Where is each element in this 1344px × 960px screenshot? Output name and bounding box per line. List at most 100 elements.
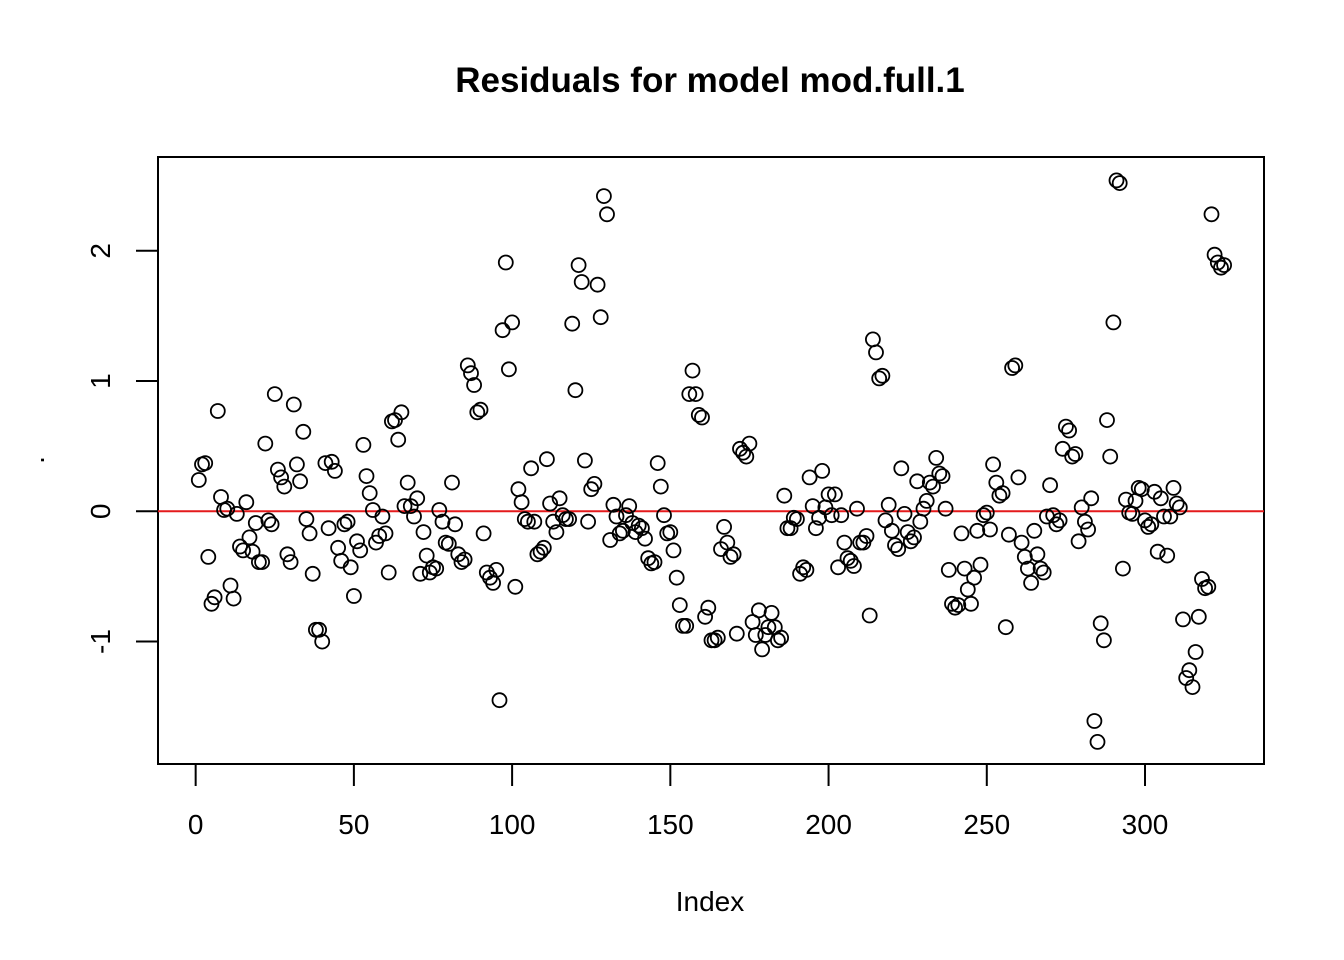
data-point — [295, 423, 312, 440]
data-point — [751, 602, 767, 619]
data-point — [463, 365, 479, 382]
data-point — [662, 524, 679, 540]
x-tick-label: 300 — [1122, 809, 1169, 840]
data-point — [1165, 479, 1182, 496]
data-point — [909, 473, 926, 490]
data-point — [1080, 521, 1096, 538]
data-point — [1175, 611, 1191, 628]
data-point — [355, 436, 372, 453]
data-point — [374, 508, 391, 525]
data-point — [615, 522, 631, 539]
data-point — [709, 629, 726, 646]
data-point — [266, 386, 283, 403]
data-point — [997, 619, 1014, 636]
data-point — [940, 562, 957, 578]
x-tick-label: 100 — [489, 809, 536, 840]
x-tick-label: 150 — [647, 809, 694, 840]
data-point — [469, 404, 486, 421]
data-point — [456, 551, 473, 568]
y-tick-label: 2 — [85, 243, 116, 259]
data-point — [399, 474, 416, 491]
data-point — [1026, 522, 1043, 539]
data-point — [453, 554, 470, 570]
data-point — [263, 516, 280, 533]
data-point — [1099, 412, 1115, 429]
data-point — [1203, 206, 1220, 223]
data-point — [1048, 516, 1065, 533]
data-point — [396, 498, 413, 515]
data-point — [1111, 175, 1128, 192]
data-point — [789, 511, 805, 527]
data-point — [722, 549, 739, 565]
data-point — [697, 608, 713, 625]
x-axis-label: Index — [676, 886, 745, 917]
data-point — [716, 519, 732, 535]
data-point — [763, 605, 780, 621]
data-point — [1159, 547, 1176, 564]
data-point — [225, 590, 242, 607]
data-point — [801, 469, 818, 486]
data-point — [279, 546, 296, 563]
data-point — [966, 569, 982, 586]
x-axis: 0 50 100 150 200 250 300 — [188, 763, 1169, 840]
data-point — [513, 494, 530, 511]
data-point — [861, 607, 878, 624]
data-point — [937, 500, 954, 517]
data-point — [254, 554, 271, 570]
data-point — [1001, 526, 1017, 543]
y-axis: -1 0 1 2 — [85, 243, 159, 654]
data-point — [1143, 516, 1160, 533]
data-point — [747, 627, 764, 643]
data-point — [931, 465, 948, 482]
data-point — [770, 632, 786, 649]
data-point — [592, 309, 609, 326]
chart-title: Residuals for model mod.full.1 — [455, 61, 965, 100]
data-point — [902, 533, 919, 550]
data-point — [956, 560, 973, 577]
data-point — [694, 409, 710, 426]
data-point — [444, 474, 460, 491]
y-tick-label: 0 — [85, 504, 116, 520]
data-point — [1029, 546, 1046, 563]
data-point — [304, 565, 321, 582]
data-point — [820, 486, 837, 503]
data-point — [561, 511, 577, 527]
data-point — [1032, 560, 1049, 577]
data-point — [459, 357, 476, 374]
data-point — [345, 588, 362, 604]
data-point — [1096, 632, 1112, 649]
data-point — [523, 460, 539, 477]
data-point — [1156, 508, 1172, 525]
data-point — [247, 515, 264, 531]
data-point — [621, 498, 638, 515]
data-point — [975, 507, 992, 524]
data-point — [741, 435, 758, 452]
data-point — [497, 254, 514, 271]
data-point — [849, 500, 865, 517]
data-point — [959, 581, 976, 598]
data-point — [352, 542, 369, 559]
data-point — [311, 621, 328, 638]
data-point — [260, 512, 277, 529]
data-point — [336, 516, 353, 533]
data-point — [921, 474, 938, 491]
data-point — [542, 495, 558, 512]
data-point — [235, 542, 252, 559]
data-point — [269, 461, 286, 478]
data-point — [646, 554, 663, 570]
x-tick-label: 200 — [805, 809, 852, 840]
data-point — [982, 521, 998, 538]
data-point — [880, 496, 897, 513]
data-point — [333, 552, 350, 569]
data-point — [611, 525, 628, 542]
data-point — [1200, 578, 1217, 595]
data-point — [377, 525, 394, 542]
data-point — [320, 520, 337, 537]
data-point — [1216, 257, 1232, 274]
data-point — [934, 468, 951, 485]
data-point — [548, 524, 565, 540]
data-point — [814, 462, 831, 479]
data-point — [415, 524, 432, 540]
data-point — [776, 487, 793, 504]
data-point — [323, 453, 340, 470]
